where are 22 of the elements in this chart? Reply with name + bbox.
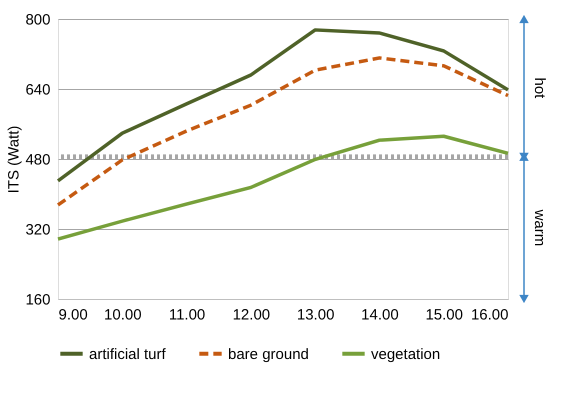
legend-label: vegetation [371, 346, 440, 363]
line-series [56, 56, 510, 207]
x-tick-label: 13.00 [296, 306, 334, 324]
y-tick-label: 480 [25, 152, 50, 168]
legend-label: bare ground [228, 346, 309, 363]
line-series [56, 28, 510, 183]
y-tick-label: 640 [25, 82, 50, 98]
y-tick-label: 160 [25, 292, 50, 308]
y-axis-title: ITS (Watt) [5, 126, 22, 194]
text: warm [531, 208, 548, 246]
x-tick-label: 15.00 [425, 306, 463, 324]
y-tick-label: 320 [25, 222, 50, 238]
x-tick-label: 12.00 [232, 306, 270, 324]
x-tick-label: 14.00 [361, 306, 399, 324]
legend-label: artificial turf [89, 346, 167, 363]
line-series [56, 134, 510, 241]
x-tick-label: 10.00 [104, 306, 142, 324]
y-tick-label: 800 [25, 12, 50, 28]
x-tick-label: 9.00 [58, 306, 88, 324]
text: hot [531, 77, 548, 100]
x-tick-label: 11.00 [168, 306, 206, 324]
x-tick-label: 16.00 [470, 306, 508, 324]
